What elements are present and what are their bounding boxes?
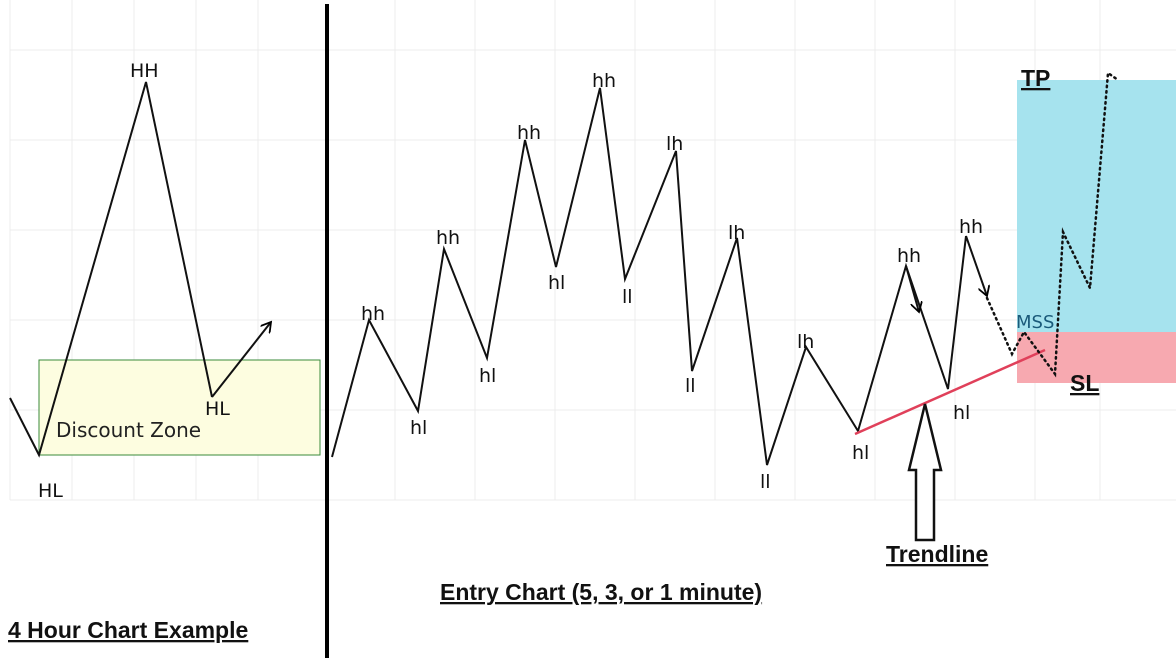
ltf-point-label: hh bbox=[361, 303, 385, 325]
ltf-point-label: ll bbox=[622, 286, 633, 308]
trendline bbox=[854, 348, 1046, 436]
ltf-point-label: hl bbox=[479, 365, 496, 387]
trendline-pointer-arrow bbox=[907, 403, 943, 542]
retrace-arrow-1 bbox=[905, 265, 919, 312]
ltf-point-label: hl bbox=[852, 442, 869, 464]
htf-point-label-hl: HL bbox=[38, 480, 63, 502]
ltf-point-label: hh bbox=[959, 216, 983, 238]
retrace-arrow-2 bbox=[965, 235, 987, 296]
htf-continuation-arrow bbox=[211, 322, 271, 398]
ltf-point-label: hl bbox=[953, 402, 970, 424]
htf-point-label-hh: HH bbox=[130, 60, 159, 82]
ltf-point-label: hh bbox=[517, 122, 541, 144]
stop-loss-zone bbox=[1017, 332, 1176, 383]
left-panel-caption: 4 Hour Chart Example bbox=[8, 617, 248, 643]
ltf-point-label: hl bbox=[410, 417, 427, 439]
ltf-point-label: ll bbox=[760, 471, 771, 493]
ltf-point-label: hl bbox=[548, 272, 565, 294]
ltf-point-label: ll bbox=[685, 375, 696, 397]
ltf-point-label: lh bbox=[728, 222, 745, 244]
mss-label: MSS bbox=[1016, 312, 1054, 333]
ltf-point-label: lh bbox=[666, 133, 683, 155]
background-grid bbox=[9, 0, 1176, 501]
ltf-point-label: lh bbox=[797, 331, 814, 353]
sl-label: SL bbox=[1070, 370, 1099, 396]
right-panel: TP SL MSS Trendline hh hl hh hl hh hl hh… bbox=[331, 65, 1176, 605]
discount-zone-label: Discount Zone bbox=[56, 418, 201, 442]
left-panel: Discount Zone HL HH HL 4 Hour Chart Exam… bbox=[8, 60, 321, 643]
trendline-label: Trendline bbox=[886, 541, 988, 567]
htf-point-label-hl-2: HL bbox=[205, 398, 230, 420]
ltf-point-label: hh bbox=[436, 227, 460, 249]
ltf-point-label: hh bbox=[592, 70, 616, 92]
right-panel-caption: Entry Chart (5, 3, or 1 minute) bbox=[440, 579, 762, 605]
projected-path bbox=[985, 70, 1120, 378]
discount-zone-box bbox=[38, 359, 321, 456]
ltf-point-label: hh bbox=[897, 245, 921, 267]
htf-price-path bbox=[9, 81, 213, 458]
ltf-price-path bbox=[331, 87, 967, 466]
tp-label: TP bbox=[1021, 65, 1050, 91]
